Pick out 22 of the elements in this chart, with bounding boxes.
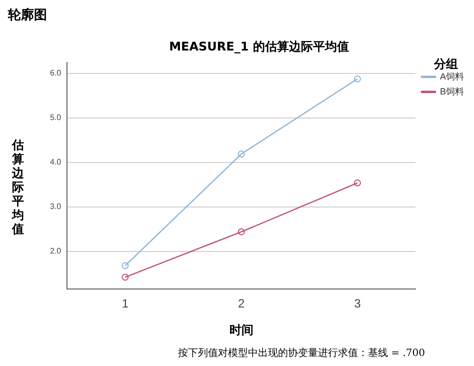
x-tick-label: 3 — [354, 296, 362, 311]
y-tick-label: 5.0 — [50, 113, 62, 122]
point — [354, 179, 361, 186]
x-tick-label: 2 — [238, 296, 245, 311]
legend-title: 分组 — [434, 56, 458, 72]
y-tick-label: 3.0 — [50, 202, 62, 212]
y-tick-label: 6.0 — [50, 68, 62, 78]
text: 轮廓图 — [8, 6, 47, 24]
y-axis-title: 估算边际平均值 — [12, 138, 25, 236]
text: 按下列值对模型中出现的协变量进行求值：基线 = .700 — [178, 346, 426, 360]
chart-title: MEASURE_1 的估算边际平均值 — [169, 39, 349, 54]
y-tick-label: 2.0 — [50, 246, 62, 256]
point — [238, 228, 245, 236]
point — [354, 75, 361, 82]
legend-label: B饲料 — [440, 86, 464, 96]
x-tick-label: 1 — [122, 296, 129, 311]
point — [122, 262, 129, 270]
y-tick-label: 4.0 — [50, 158, 62, 167]
point — [122, 274, 129, 281]
point — [238, 150, 245, 158]
x-axis-title: 时间 — [229, 322, 254, 337]
legend-label: A饲料 — [440, 71, 464, 82]
